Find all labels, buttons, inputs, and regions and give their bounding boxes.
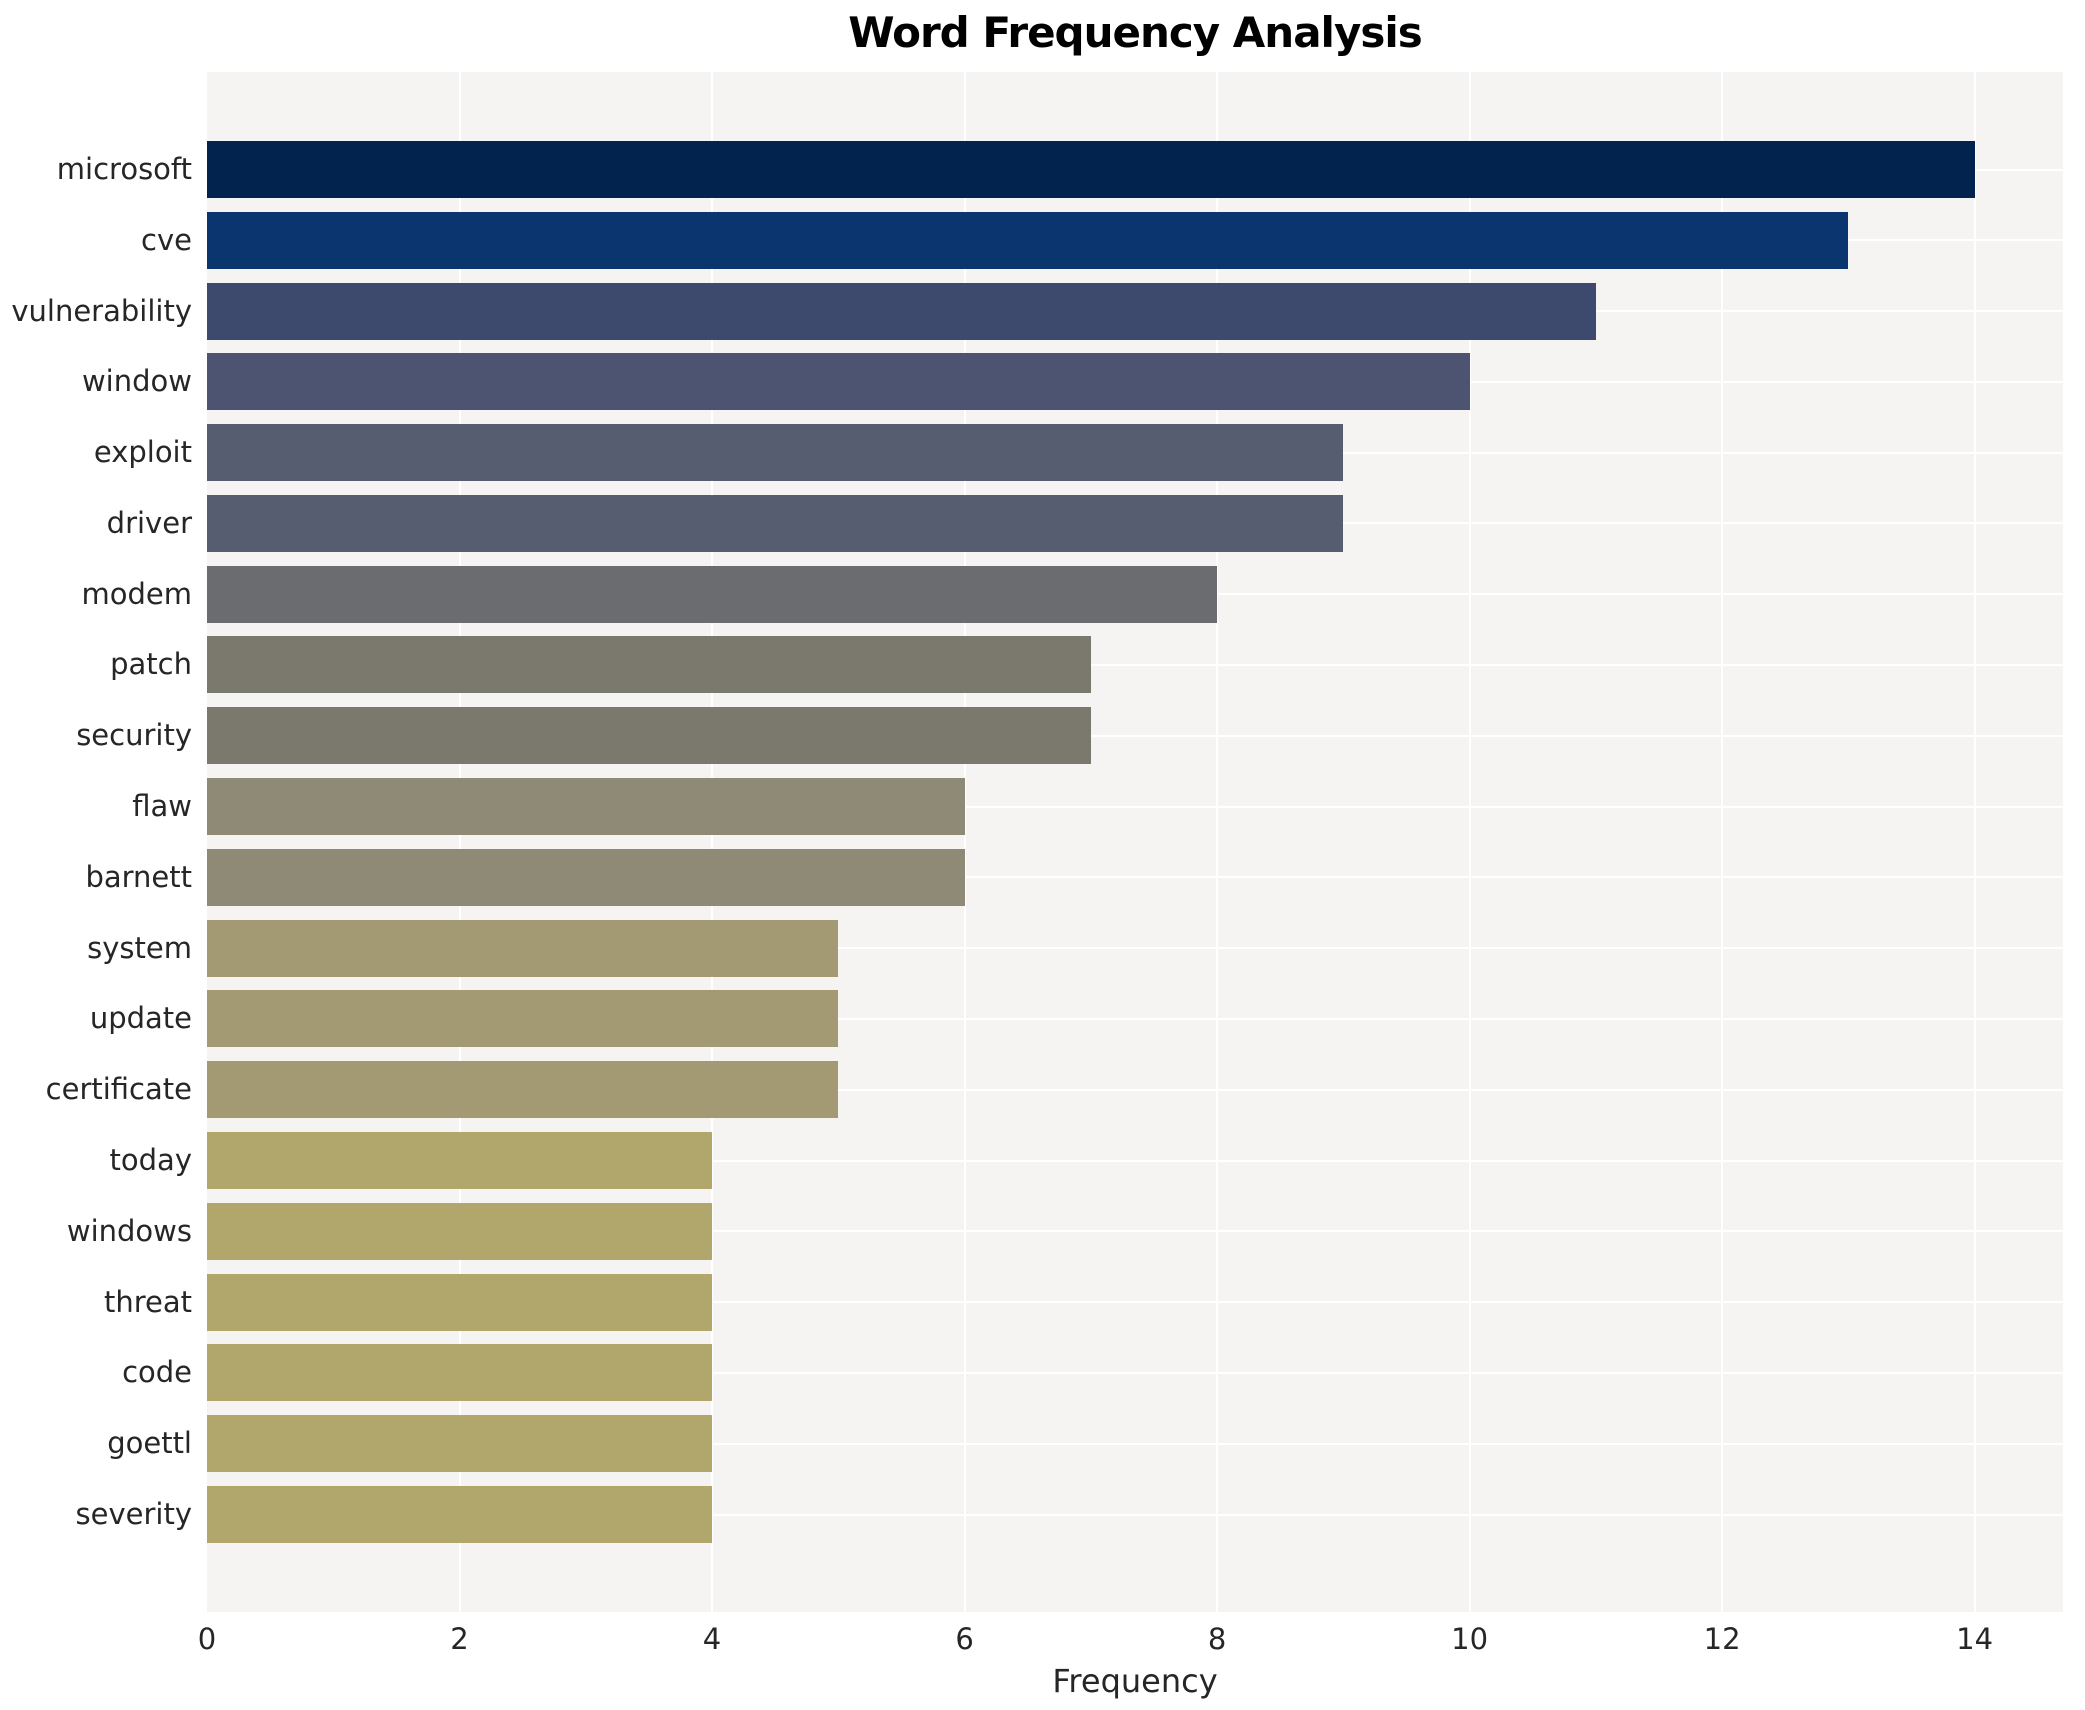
- bar-row-modem: [207, 565, 2063, 623]
- bar-security: [207, 707, 1091, 765]
- bar-row-security: [207, 707, 2063, 765]
- bar-row-exploit: [207, 424, 2063, 482]
- y-gridline: [207, 1301, 2063, 1304]
- bar-goettl: [207, 1415, 713, 1473]
- plot-area: [207, 72, 2063, 1612]
- bar-row-flaw: [207, 778, 2063, 836]
- bar-row-window: [207, 353, 2063, 411]
- bar-flaw: [207, 778, 965, 836]
- y-gridline: [207, 734, 2063, 737]
- y-tick-label-certificate: certificate: [45, 1072, 192, 1107]
- bar-row-update: [207, 990, 2063, 1048]
- bar-driver: [207, 494, 1344, 552]
- bars-container: [207, 72, 2063, 1612]
- bar-modem: [207, 565, 1218, 623]
- y-tick-label-flaw: flaw: [132, 789, 192, 824]
- y-tick-label-system: system: [87, 930, 192, 965]
- y-tick-label-modem: modem: [81, 576, 193, 611]
- bar-threat: [207, 1273, 713, 1331]
- x-gridline: [1216, 72, 1219, 1612]
- y-gridline: [207, 1159, 2063, 1162]
- y-gridline: [207, 1088, 2063, 1091]
- y-gridline: [207, 1442, 2063, 1445]
- y-tick-label-severity: severity: [75, 1496, 192, 1531]
- y-tick-label-windows: windows: [66, 1213, 192, 1248]
- bar-row-windows: [207, 1202, 2063, 1260]
- y-gridline: [207, 947, 2063, 950]
- y-tick-label-patch: patch: [110, 647, 192, 682]
- bar-row-microsoft: [207, 141, 2063, 198]
- y-tick-label-vulnerability: vulnerability: [11, 293, 192, 328]
- bar-row-severity: [207, 1485, 2063, 1543]
- x-gridline: [458, 72, 461, 1612]
- x-tick-label-14: 14: [1956, 1622, 1994, 1656]
- bar-window: [207, 353, 1470, 411]
- bar-row-driver: [207, 494, 2063, 552]
- x-gridline: [1721, 72, 1724, 1612]
- bar-vulnerability: [207, 282, 1596, 340]
- y-gridline: [207, 1513, 2063, 1516]
- x-tick-label-0: 0: [197, 1622, 217, 1656]
- chart-title: Word Frequency Analysis: [848, 8, 1422, 57]
- y-tick-label-goettl: goettl: [107, 1426, 192, 1461]
- bar-cve: [207, 211, 1849, 269]
- bar-row-system: [207, 919, 2063, 977]
- bar-system: [207, 919, 839, 977]
- bar-row-threat: [207, 1273, 2063, 1331]
- y-gridline: [207, 1371, 2063, 1374]
- x-gridline: [963, 72, 966, 1612]
- x-axis-title: Frequency: [1052, 1662, 1218, 1700]
- y-tick-label-window: window: [81, 364, 192, 399]
- x-tick-label-2: 2: [450, 1622, 469, 1656]
- bar-barnett: [207, 848, 965, 906]
- x-gridline: [711, 72, 714, 1612]
- y-tick-label-today: today: [109, 1142, 192, 1177]
- y-tick-label-update: update: [89, 1001, 192, 1036]
- y-axis-labels: microsoft cve vulnerability window exploit dr…: [0, 72, 192, 1612]
- y-tick-label-exploit: exploit: [93, 435, 192, 470]
- x-tick-label-10: 10: [1451, 1622, 1489, 1656]
- bar-row-barnett: [207, 848, 2063, 906]
- y-tick-label-code: code: [122, 1355, 192, 1390]
- y-gridline: [207, 1230, 2063, 1233]
- bar-update: [207, 990, 839, 1048]
- bar-row-patch: [207, 636, 2063, 694]
- y-gridline: [207, 876, 2063, 879]
- y-gridline: [207, 805, 2063, 808]
- x-tick-label-12: 12: [1703, 1622, 1741, 1656]
- y-tick-label-threat: threat: [103, 1284, 192, 1319]
- y-tick-label-microsoft: microsoft: [56, 152, 192, 186]
- x-tick-label-8: 8: [1207, 1622, 1227, 1656]
- x-gridline: [1468, 72, 1471, 1612]
- bar-row-certificate: [207, 1061, 2063, 1119]
- x-tick-label-4: 4: [702, 1622, 722, 1656]
- y-tick-label-driver: driver: [106, 505, 192, 540]
- bar-windows: [207, 1202, 713, 1260]
- bar-patch: [207, 636, 1091, 694]
- x-tick-label-6: 6: [955, 1622, 974, 1656]
- y-gridline: [207, 1017, 2063, 1020]
- bar-row-goettl: [207, 1415, 2063, 1473]
- bar-row-vulnerability: [207, 282, 2063, 340]
- bar-today: [207, 1131, 713, 1189]
- bar-certificate: [207, 1061, 839, 1119]
- bar-exploit: [207, 424, 1344, 482]
- bar-microsoft: [207, 141, 1975, 198]
- bar-row-cve: [207, 211, 2063, 269]
- bar-code: [207, 1344, 713, 1402]
- y-tick-label-barnett: barnett: [85, 859, 192, 894]
- x-gridline: [1973, 72, 1976, 1612]
- bar-row-code: [207, 1344, 2063, 1402]
- y-gridline: [207, 664, 2063, 667]
- y-tick-label-security: security: [76, 718, 192, 753]
- bar-severity: [207, 1485, 713, 1543]
- y-tick-label-cve: cve: [141, 222, 192, 257]
- bar-row-today: [207, 1131, 2063, 1189]
